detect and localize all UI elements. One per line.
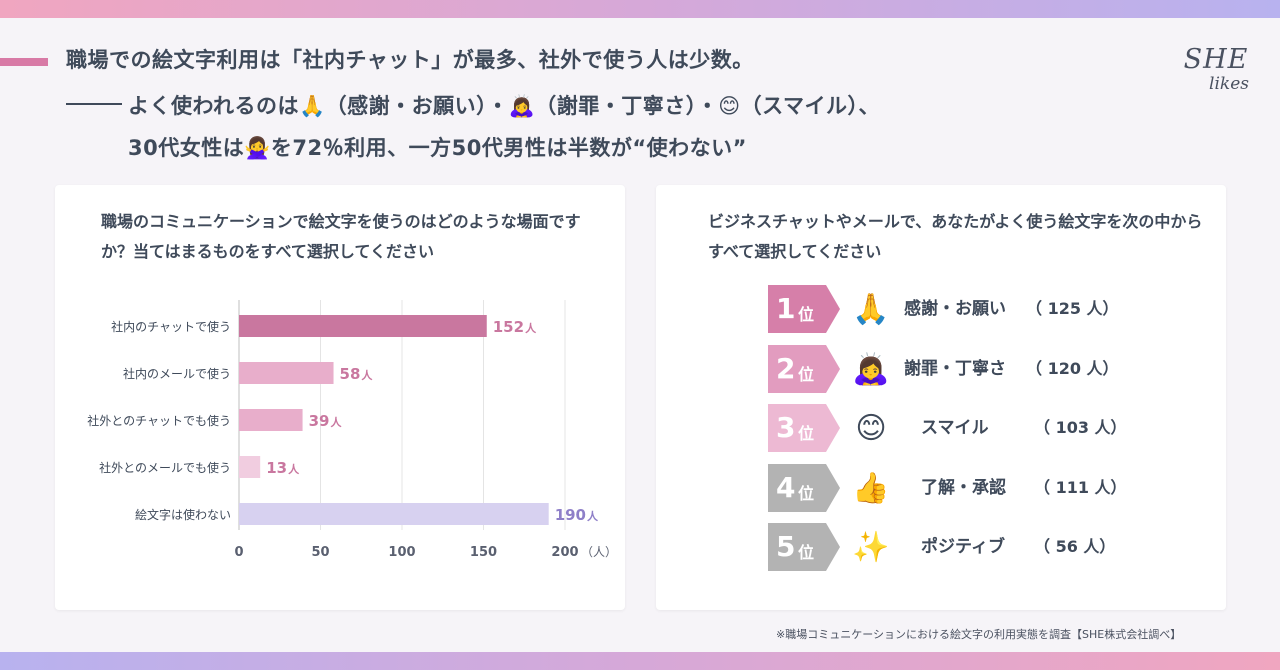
value-unit: 人 bbox=[361, 368, 373, 382]
rank-badge-shape bbox=[768, 344, 840, 393]
rank-suffix: 位 bbox=[798, 364, 815, 384]
bar bbox=[239, 362, 334, 384]
bowing-woman-icon: 🙇‍♀️ bbox=[852, 351, 890, 387]
value-unit: 人 bbox=[288, 462, 300, 476]
rank-count: （ 111 人） bbox=[1026, 477, 1127, 497]
x-tick-label: 100 bbox=[388, 545, 415, 560]
footnote: ※職場コミュニケーションにおける絵文字の利用実態を調査【SHE株式会社調べ】 bbox=[776, 628, 1182, 641]
she-likes-logo: SHE likes bbox=[1168, 44, 1264, 95]
rank-count: （ 125 人） bbox=[1026, 299, 1119, 318]
folded-hands-icon: 🙏 bbox=[852, 292, 890, 327]
rank-badge-arrow bbox=[768, 285, 840, 333]
rank-count: （ 56 人） bbox=[1026, 537, 1116, 556]
x-tick-label: 50 bbox=[311, 545, 329, 560]
value-unit: 人 bbox=[587, 509, 599, 523]
rank-label: 謝罪・丁寧さ bbox=[904, 358, 1006, 379]
category-label: 絵文字は使わない bbox=[135, 507, 231, 522]
rank-row: 3 位 😊 スマイル （ 103 人） bbox=[768, 404, 1168, 452]
category-label: 社外とのメールでも使う bbox=[99, 460, 231, 475]
rank-row: 5 位 ✨ ポジティブ （ 56 人） bbox=[768, 523, 1168, 571]
sparkles-icon: ✨ bbox=[852, 530, 890, 565]
rank-suffix: 位 bbox=[798, 305, 815, 324]
category-label: 社外とのチャットでも使う bbox=[87, 413, 231, 428]
rank-number: 5 bbox=[776, 530, 796, 563]
right-ranking-card: ビジネスチャットやメールで、あなたがよく使う絵文字を次の中からすべて選択してくだ… bbox=[656, 185, 1226, 610]
headline-accent-bar bbox=[0, 58, 48, 66]
value-label: 39 bbox=[309, 412, 330, 430]
category-label: 社内のチャットで使う bbox=[111, 319, 231, 334]
rank-number: 1 bbox=[776, 292, 796, 325]
rank-number: 4 bbox=[776, 470, 796, 504]
value-label: 190 bbox=[555, 506, 586, 524]
value-unit: 人 bbox=[330, 415, 342, 429]
value-label: 152 bbox=[493, 318, 524, 336]
value-label: 58 bbox=[340, 365, 361, 383]
rank-label: 感謝・お願い bbox=[904, 299, 1006, 319]
bar bbox=[239, 503, 549, 525]
left-card-question: 職場のコミュニケーションで絵文字を使うのはどのような場面ですか？当てはまるものを… bbox=[101, 212, 581, 261]
rank-suffix: 位 bbox=[798, 543, 815, 562]
subline-dash bbox=[66, 103, 122, 105]
bar bbox=[239, 456, 261, 478]
x-tick-label: 200 bbox=[551, 545, 578, 560]
rank-suffix: 位 bbox=[798, 424, 815, 443]
x-axis-unit: （人） bbox=[581, 545, 617, 559]
rank-badge-arrow bbox=[768, 463, 840, 512]
rank-row: 4 位 👍 了解・承認 （ 111 人） bbox=[768, 463, 1168, 512]
thumbs-up-icon: 👍 bbox=[852, 470, 890, 506]
rank-count: （ 120 人） bbox=[1026, 358, 1119, 378]
right-card-question: ビジネスチャットやメールで、あなたがよく使う絵文字を次の中からすべて選択してくだ… bbox=[708, 212, 1203, 261]
rank-suffix: 位 bbox=[798, 483, 815, 503]
top-gradient-band bbox=[0, 0, 1280, 18]
x-tick-label: 150 bbox=[470, 545, 497, 560]
bar bbox=[239, 409, 303, 431]
category-label: 社内のメールで使う bbox=[123, 366, 231, 381]
rank-number: 3 bbox=[776, 411, 796, 444]
rank-badge-shape bbox=[768, 523, 840, 571]
bottom-gradient-band bbox=[0, 652, 1280, 670]
logo-line-1: SHE bbox=[1183, 44, 1249, 75]
rank-badge-shape bbox=[768, 463, 840, 512]
subline-1: よく使われるのは🙏（感謝・お願い）・🙇‍♀️（謝罪・丁寧さ）・😊（スマイル）、 bbox=[128, 94, 881, 118]
rank-label: スマイル bbox=[904, 418, 989, 438]
rank-badge-arrow bbox=[768, 404, 840, 452]
rank-badge-shape bbox=[768, 285, 840, 333]
rank-label: 了解・承認 bbox=[904, 477, 1006, 498]
rank-row: 2 位 🙇‍♀️ 謝罪・丁寧さ （ 120 人） bbox=[768, 344, 1168, 393]
logo-line-2: likes bbox=[1209, 74, 1249, 94]
subline-2: 30代女性は🙅‍♀️を72％利用、一方50代男性は半数が“使わない” bbox=[128, 136, 747, 160]
rank-badge-shape bbox=[768, 404, 840, 452]
rank-number: 2 bbox=[776, 351, 796, 385]
rank-label: ポジティブ bbox=[904, 537, 1005, 557]
left-chart-card: 職場のコミュニケーションで絵文字を使うのはどのような場面ですか？当てはまるものを… bbox=[55, 185, 625, 610]
bar bbox=[239, 315, 487, 337]
smiling-face-icon: 😊 bbox=[855, 411, 887, 446]
value-unit: 人 bbox=[525, 321, 537, 335]
rank-row: 1 位 🙏 感謝・お願い （ 125 人） bbox=[768, 285, 1168, 333]
x-tick-label: 0 bbox=[234, 545, 243, 560]
rank-badge-arrow bbox=[768, 344, 840, 393]
rank-badge-arrow bbox=[768, 523, 840, 571]
rank-count: （ 103 人） bbox=[1026, 418, 1127, 437]
value-label: 13 bbox=[266, 459, 287, 477]
headline: 職場での絵文字利用は「社内チャット」が最多、社外で使う人は少数。 bbox=[66, 48, 754, 72]
